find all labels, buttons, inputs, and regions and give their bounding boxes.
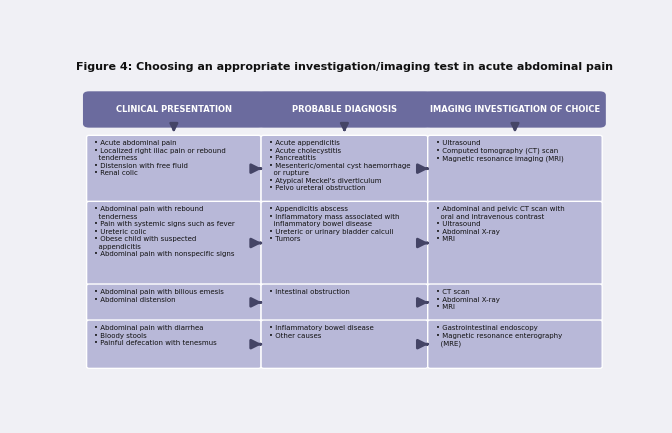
FancyBboxPatch shape: [428, 201, 602, 284]
Text: • Abdominal and pelvic CT scan with
  oral and intravenous contrast
• Ultrasound: • Abdominal and pelvic CT scan with oral…: [435, 207, 564, 242]
FancyBboxPatch shape: [424, 91, 606, 128]
Text: • Abdominal pain with diarrhea
• Bloody stools
• Painful defecation with tenesmu: • Abdominal pain with diarrhea • Bloody …: [94, 325, 217, 346]
FancyBboxPatch shape: [87, 320, 261, 368]
Text: • Ultrasound
• Computed tomography (CT) scan
• Magnetic resonance imaging (MRI): • Ultrasound • Computed tomography (CT) …: [435, 140, 563, 162]
FancyBboxPatch shape: [261, 201, 427, 284]
Text: • Appendicitis abscess
• Inflammatory mass associated with
  inflammatory bowel : • Appendicitis abscess • Inflammatory ma…: [269, 207, 399, 242]
Text: • Inflammatory bowel disease
• Other causes: • Inflammatory bowel disease • Other cau…: [269, 325, 374, 339]
FancyBboxPatch shape: [87, 201, 261, 284]
FancyBboxPatch shape: [87, 284, 261, 321]
Text: IMAGING INVESTIGATION OF CHOICE: IMAGING INVESTIGATION OF CHOICE: [430, 105, 600, 114]
Text: • Gastrointestinal endoscopy
• Magnetic resonance enterography
  (MRE): • Gastrointestinal endoscopy • Magnetic …: [435, 325, 562, 346]
FancyBboxPatch shape: [257, 91, 431, 128]
FancyBboxPatch shape: [428, 320, 602, 368]
FancyBboxPatch shape: [428, 135, 602, 202]
FancyBboxPatch shape: [261, 284, 427, 321]
Text: • Abdominal pain with rebound
  tenderness
• Pain with systemic signs such as fe: • Abdominal pain with rebound tenderness…: [94, 207, 235, 257]
FancyBboxPatch shape: [261, 320, 427, 368]
Text: • Intestinal obstruction: • Intestinal obstruction: [269, 289, 349, 295]
FancyBboxPatch shape: [428, 284, 602, 321]
FancyBboxPatch shape: [83, 91, 265, 128]
Text: • Acute appendicitis
• Acute cholecystitis
• Pancreatitis
• Mesenteric/omental c: • Acute appendicitis • Acute cholecystit…: [269, 140, 411, 191]
Text: • Abdominal pain with bilious emesis
• Abdominal distension: • Abdominal pain with bilious emesis • A…: [94, 289, 224, 303]
Text: • Acute abdominal pain
• Localized right iliac pain or rebound
  tenderness
• Di: • Acute abdominal pain • Localized right…: [94, 140, 226, 176]
Text: CLINICAL PRESENTATION: CLINICAL PRESENTATION: [116, 105, 232, 114]
Text: Figure 4: Choosing an appropriate investigation/imaging test in acute abdominal : Figure 4: Choosing an appropriate invest…: [76, 62, 613, 72]
Text: PROBABLE DIAGNOSIS: PROBABLE DIAGNOSIS: [292, 105, 397, 114]
FancyBboxPatch shape: [261, 135, 427, 202]
FancyBboxPatch shape: [87, 135, 261, 202]
Text: • CT scan
• Abdominal X-ray
• MRI: • CT scan • Abdominal X-ray • MRI: [435, 289, 499, 310]
